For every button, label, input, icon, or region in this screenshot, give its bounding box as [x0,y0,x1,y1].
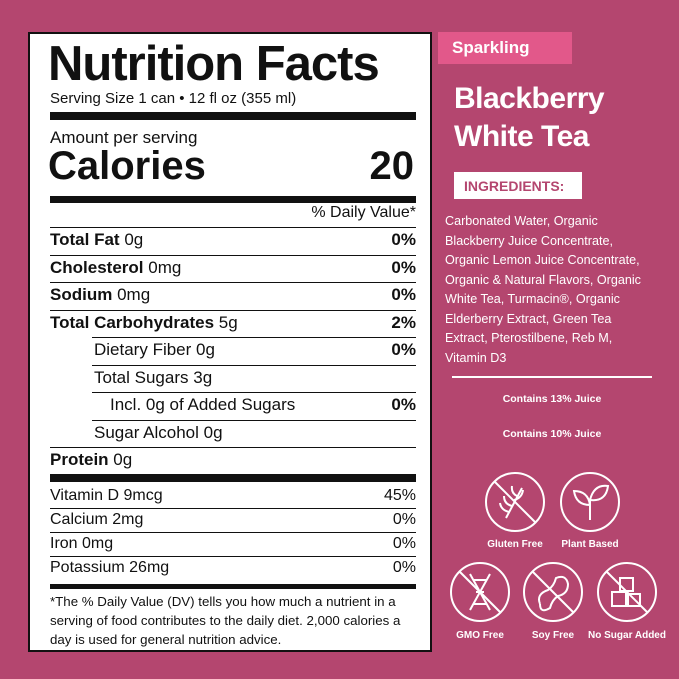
calories-label: Calories [48,144,206,188]
row-name: Sugar Alcohol [94,422,199,442]
row: Protein 0g [50,450,132,470]
product-name-line: White Tea [454,120,589,153]
row-amount: 3g [193,367,213,387]
row-rule [50,508,416,509]
row-rule [92,364,416,366]
row-amount: 0g [124,230,144,249]
row-amount: 0g [113,450,133,469]
juice: Contains 10% Juice [502,428,602,440]
row-dv: 2% [391,312,416,332]
row: Sodium 0mg [50,285,150,305]
footnote: *The % Daily Value (DV) tells you how mu… [50,594,401,647]
ingredients: Carbonated Water, Organic Blackberry Jui… [445,214,641,365]
row-rule [50,227,416,228]
row-amount: 5g [218,312,238,332]
row-amount: 0mg [148,257,182,277]
row: Total Carbohydrates 5g [50,313,238,333]
bar [50,112,416,120]
row-name: Dietary Fiber [94,340,192,359]
row-name: Protein [50,450,109,469]
icon-label: Gluten Free [487,539,543,550]
row-name: Cholesterol [50,257,144,277]
bar [50,584,416,589]
icon-label: Plant Based [561,539,619,550]
vitamin-name: Vitamin D 9mcg [50,487,163,504]
row-amount: 0g [203,422,223,442]
icon-gmo-free [450,562,510,622]
row: Incl. 0g of Added Sugars [110,395,295,415]
calories-value: 20 [369,144,415,188]
row-rule [92,392,416,393]
vitamin-dv: 0% [392,511,416,528]
bar [50,196,416,203]
row-rule [50,282,416,283]
row-dv: 0% [391,230,416,249]
row-dv: 0% [391,340,416,359]
ingredients-heading-box: INGREDIENTS: [454,172,582,199]
row-dv: 0% [391,285,416,304]
row-rule [50,556,416,557]
vitamin-name: Iron 0mg [50,535,114,552]
icon-plant-based [560,472,620,532]
dv-header: % Daily Value* [311,204,416,221]
icon-label: No Sugar Added [588,630,666,641]
product-name: Blackberry White Tea [454,80,605,156]
badge-text: Sparkling [452,38,530,57]
product-name-line: Blackberry [454,82,605,115]
row-rule [92,419,416,421]
row-rule [50,532,416,533]
row-dv: 0% [391,257,416,277]
row-rule [50,447,416,448]
nutrition-panel: Nutrition Facts Serving Size 1 can • 12 … [28,32,432,652]
row-rule [50,254,416,256]
vitamin-name: Calcium 2mg [50,511,144,528]
row-rule [92,337,416,338]
row-name: Total Sugars [94,367,189,387]
row: Cholesterol 0mg [50,258,181,278]
row: Sugar Alcohol 0g [94,423,223,443]
row-rule [50,309,416,311]
icon-label: GMO Free [456,630,504,641]
icon-soy-free [523,562,583,622]
row-name: Total Fat [50,230,120,249]
divider [452,376,652,378]
icon-label: Soy Free [531,630,575,641]
badge: Sparkling [438,32,572,64]
vitamin-dv: 0% [392,535,416,552]
juice: Contains 13% Juice [502,393,602,405]
icon-gluten-free [485,472,545,532]
row-dv: 0% [391,395,416,414]
row-amount: 0g [196,340,215,359]
icon-no-sugar [597,562,657,622]
ingredients-heading: INGREDIENTS: [464,178,565,194]
bar [50,474,416,482]
title: Nutrition Facts [48,37,380,91]
vitamin-name: Potassium 26mg [50,559,170,576]
row-amount: 0mg [117,285,151,304]
row: Total Sugars 3g [94,368,212,388]
row: Total Fat 0g [50,230,143,250]
row-name: Sodium [50,285,113,304]
row-name: Incl. 0g of Added Sugars [110,395,296,414]
row: Dietary Fiber 0g [94,340,215,360]
amount-per-serving: Amount per serving [50,128,198,147]
vitamin-dv: 45% [383,487,416,504]
vitamin-dv: 0% [392,559,416,576]
row-name: Total Carbohydrates [50,312,215,332]
serving: Serving Size 1 can • 12 fl oz (355 ml) [50,90,297,107]
